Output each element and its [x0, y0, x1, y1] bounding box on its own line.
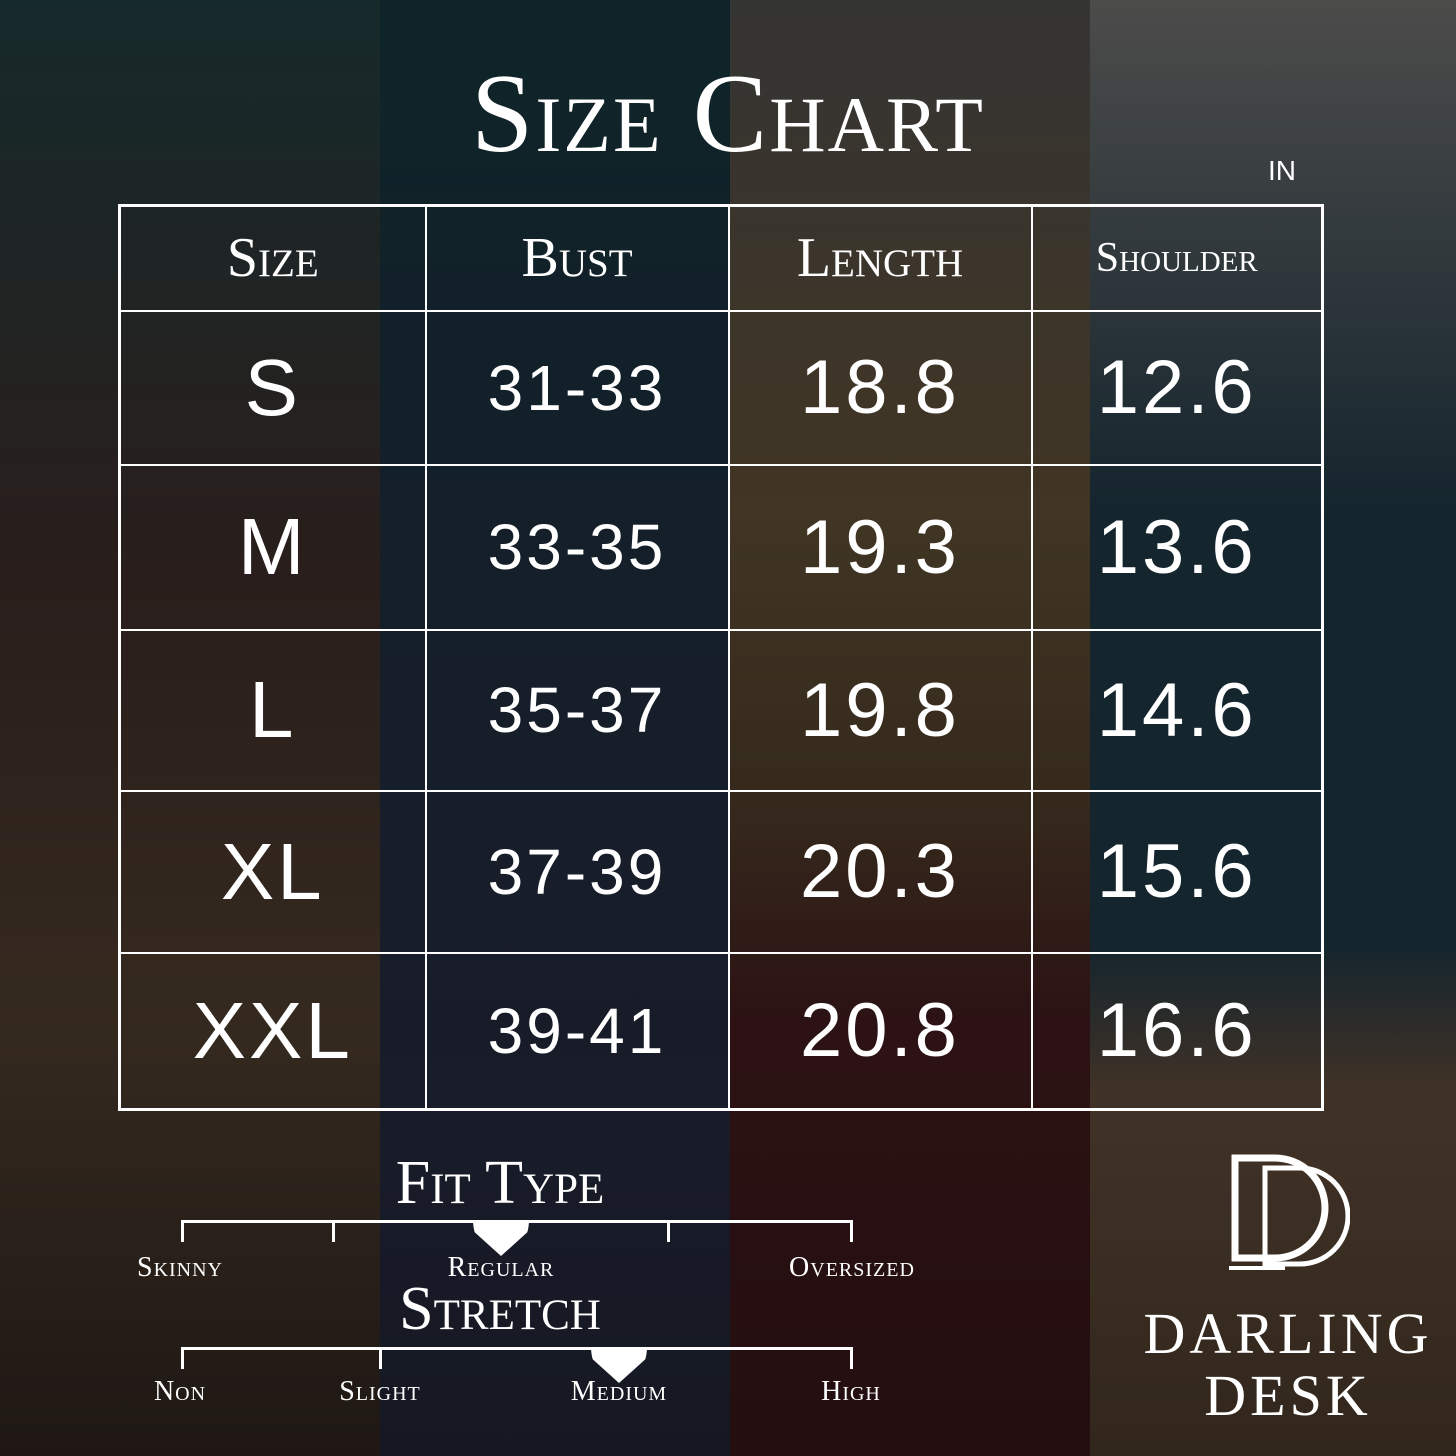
fit-type-tick — [181, 1220, 184, 1242]
header-shoulder: Shoulder — [1030, 204, 1324, 312]
stretch-title: Stretch — [399, 1275, 601, 1343]
stretch-label-non: Non — [153, 1376, 207, 1407]
unit-label: in — [1268, 145, 1296, 189]
cell-bust: 39-41 — [424, 951, 730, 1111]
table-header-row: Size Bust Length Shoulder — [118, 204, 1324, 312]
table-row: XL 37-39 20.3 15.6 — [118, 789, 1324, 954]
table-row: XXL 39-41 20.8 16.6 — [118, 951, 1324, 1111]
cell-bust: 31-33 — [424, 309, 730, 466]
cell-length: 20.8 — [727, 951, 1033, 1111]
fit-type-tick — [667, 1220, 670, 1242]
brand-logo-icon — [1229, 1154, 1350, 1270]
cell-length: 20.3 — [727, 789, 1033, 954]
table-row: S 31-33 18.8 12.6 — [118, 309, 1324, 466]
header-size: Size — [118, 204, 427, 312]
table-row: L 35-37 19.8 14.6 — [118, 628, 1324, 792]
stretch-tick — [181, 1347, 184, 1369]
header-bust: Bust — [424, 204, 730, 312]
stretch-tick — [379, 1347, 382, 1369]
cell-size: XXL — [118, 951, 427, 1111]
cell-size: L — [118, 628, 427, 792]
cell-bust: 33-35 — [424, 463, 730, 631]
page-title: Size Chart — [471, 52, 985, 176]
cell-length: 18.8 — [727, 309, 1033, 466]
cell-shoulder: 12.6 — [1030, 309, 1324, 466]
cell-length: 19.3 — [727, 463, 1033, 631]
cell-shoulder: 14.6 — [1030, 628, 1324, 792]
fit-label-oversized: Oversized — [789, 1252, 915, 1283]
fit-label-skinny: Skinny — [136, 1252, 224, 1283]
fit-type-tick — [332, 1220, 335, 1242]
cell-size: S — [118, 309, 427, 466]
stretch-scale-line — [182, 1347, 853, 1350]
brand-name-line1: DARLING — [1143, 1301, 1433, 1366]
fit-type-title: Fit Type — [395, 1149, 605, 1217]
cell-bust: 35-37 — [424, 628, 730, 792]
stretch-label-medium: Medium — [570, 1376, 668, 1407]
fit-label-regular: Regular — [447, 1252, 555, 1283]
brand-name-line2: DESK — [1204, 1363, 1372, 1428]
table-row: M 33-35 19.3 13.6 — [118, 463, 1324, 631]
header-length: Length — [727, 204, 1033, 312]
cell-size: XL — [118, 789, 427, 954]
cell-shoulder: 13.6 — [1030, 463, 1324, 631]
stretch-tick — [850, 1347, 853, 1369]
stretch-label-slight: Slight — [339, 1376, 421, 1407]
cell-size: M — [118, 463, 427, 631]
fit-type-tick — [850, 1220, 853, 1242]
size-table: Size Bust Length Shoulder S 31-33 18.8 1… — [118, 204, 1324, 1111]
cell-bust: 37-39 — [424, 789, 730, 954]
cell-length: 19.8 — [727, 628, 1033, 792]
stretch-label-high: High — [821, 1376, 881, 1407]
cell-shoulder: 16.6 — [1030, 951, 1324, 1111]
cell-shoulder: 15.6 — [1030, 789, 1324, 954]
